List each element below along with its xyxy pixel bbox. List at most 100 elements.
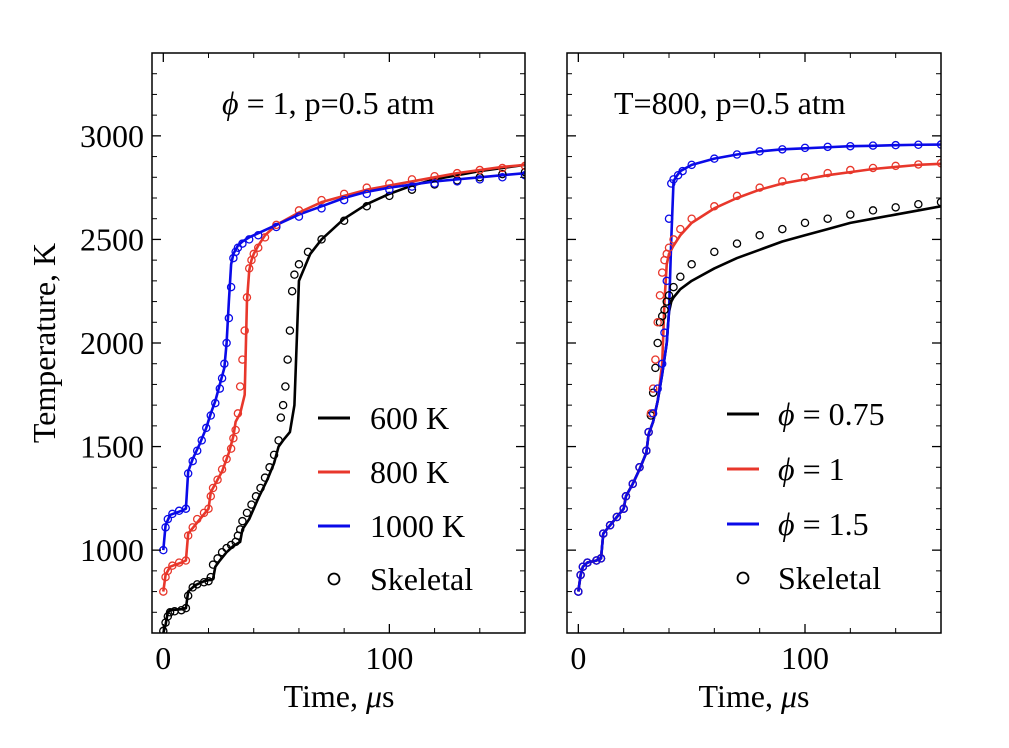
left-skeletal-point: [251, 492, 261, 501]
right-skeletal-point: [914, 199, 923, 209]
right-plot-lines: [577, 143, 941, 592]
left-skeletal-point: [238, 355, 247, 364]
right-skeletal-point: [653, 384, 662, 393]
right-skeletal-point: [619, 504, 628, 513]
left-skeletal-point: [161, 523, 170, 532]
right-skeletal-point: [778, 224, 787, 234]
right-skeletal-point: [687, 260, 696, 269]
left-skeletal-point: [362, 202, 372, 211]
right-skeletal-point: [732, 150, 742, 159]
left-plot-markers: [159, 161, 525, 633]
right-skeletal-point: [574, 587, 583, 596]
left-skeletal-point: [231, 425, 240, 435]
left-skeletal-point: [177, 605, 186, 615]
left-skeletal-point: [238, 516, 247, 526]
left-skeletal-point: [249, 249, 258, 259]
left-skeletal-point: [204, 576, 213, 586]
left-skeletal-point: [362, 189, 372, 199]
right-skeletal-point: [583, 558, 592, 567]
left-legend-label-1000k: 1000 K: [370, 508, 465, 544]
right-legend-swatch-skeletal: [736, 571, 750, 585]
left-skeletal-point: [317, 204, 326, 213]
left-skeletal-point: [220, 359, 229, 368]
left-x-tick-label: 100: [365, 640, 413, 676]
left-skeletal-point: [290, 270, 299, 279]
right-skeletal-point: [669, 282, 678, 292]
right-skeletal-point: [800, 218, 810, 228]
right-skeletal-point: [914, 140, 923, 150]
left-legend-swatch-skeletal: [327, 572, 341, 586]
right-xlabel: Time, μs: [699, 678, 810, 714]
left-skeletal-point: [244, 235, 254, 244]
left-skeletal-point: [475, 165, 485, 175]
right-skeletal-point: [778, 145, 787, 154]
left-skeletal-point: [294, 260, 304, 269]
left-y-tick-label: 1000: [80, 532, 144, 568]
left-skeletal-point: [287, 286, 297, 296]
right-legend-label-skeletal: Skeletal: [778, 560, 881, 596]
left-skeletal-point: [281, 382, 290, 391]
right-skeletal-point: [621, 492, 631, 501]
right-skeletal-point: [936, 197, 941, 207]
right-skeletal-point: [800, 173, 810, 182]
left-skeletal-point: [339, 216, 349, 226]
right-skeletal-point: [664, 291, 674, 300]
left-skeletal-point: [208, 560, 218, 569]
right-skeletal-point: [710, 202, 719, 211]
left-skeletal-point: [339, 189, 349, 199]
left-skeletal-point: [242, 293, 252, 302]
right-skeletal-point: [868, 163, 878, 173]
right-skeletal-point: [599, 529, 608, 538]
left-skeletal-point: [385, 179, 394, 188]
left-skeletal-point: [168, 561, 177, 570]
left-skeletal-point: [231, 247, 240, 257]
left-skeletal-point: [274, 436, 283, 445]
right-skeletal-point: [651, 363, 660, 373]
left-skeletal-point: [498, 173, 507, 182]
right-tick-labels: 0 100: [570, 640, 829, 676]
right-x-tick-label: 0: [570, 640, 586, 676]
left-skeletal-point: [181, 556, 191, 565]
right-panel: 0 100 T=800, p=0.5 atm Time, μs ϕ = 0.75 …: [566, 52, 942, 714]
right-skeletal-point: [669, 175, 678, 184]
left-skeletal-point: [222, 338, 231, 348]
left-skeletal-point: [303, 247, 313, 257]
right-plot-markers: [574, 140, 941, 596]
left-skeletal-point: [215, 384, 225, 393]
left-skeletal-point: [163, 612, 173, 621]
left-panel-title: ϕ = 1, p=0.5 atm: [222, 85, 435, 121]
left-skeletal-point: [520, 161, 525, 171]
right-skeletal-point: [732, 239, 742, 248]
left-skeletal-point: [276, 413, 286, 422]
right-skeletal-point: [635, 463, 644, 472]
left-skeletal-point: [265, 463, 274, 472]
right-skeletal-point: [710, 154, 719, 163]
left-skeletal-point: [208, 483, 218, 493]
left-skeletal-point: [278, 400, 288, 410]
left-skeletal-point: [244, 264, 254, 273]
right-skeletal-point: [592, 556, 601, 565]
left-skeletal-point: [188, 456, 197, 466]
right-skeletal-point: [778, 177, 787, 186]
left-skeletal-point: [211, 398, 220, 408]
right-skeletal-point: [644, 427, 653, 437]
left-skeletal-point: [226, 444, 236, 453]
right-skeletal-point: [868, 141, 878, 150]
left-skeletal-point: [498, 169, 507, 179]
right-skeletal-point: [732, 191, 742, 201]
left-ticks: [152, 53, 525, 633]
left-skeletal-point: [213, 554, 222, 563]
right-legend-label-phi-1: ϕ = 1: [778, 451, 845, 487]
right-series-line-2: [577, 143, 941, 592]
left-skeletal-point: [283, 355, 292, 364]
left-legend-label-800k: 800 K: [370, 454, 449, 490]
left-skeletal-point: [362, 183, 372, 192]
left-skeletal-point: [206, 411, 216, 420]
left-skeletal-point: [163, 566, 173, 576]
left-skeletal-point: [407, 182, 417, 191]
left-skeletal-point: [452, 168, 462, 178]
left-skeletal-point: [217, 373, 227, 383]
right-series-line-0: [577, 205, 941, 592]
left-skeletal-point: [253, 231, 263, 240]
left-skeletal-point: [294, 212, 304, 221]
